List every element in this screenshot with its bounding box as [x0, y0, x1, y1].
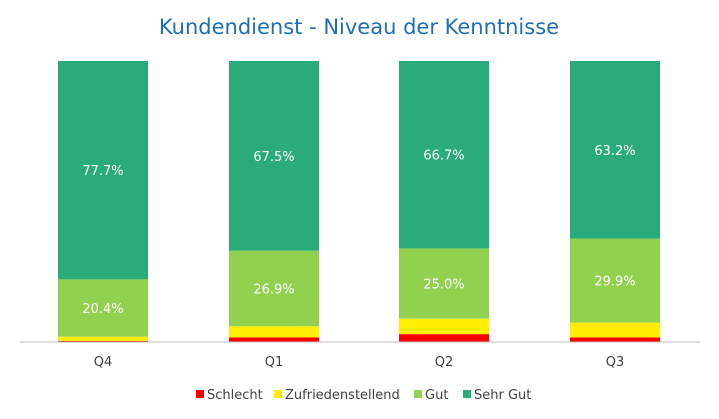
legend: Schlecht Zufriedenstellend Gut Sehr Gut: [196, 388, 531, 403]
legend-label: Sehr Gut: [474, 388, 531, 403]
bar-q2-gut: [399, 248, 489, 319]
bar-q4-sehr-gut: [58, 61, 148, 280]
legend-label: Schlecht: [207, 388, 263, 403]
data-label: 63.2%: [594, 144, 635, 159]
bars-group: 20.4% 77.7% 26.9% 67.5% 25.0% 66.7% 29.9% 63.2%: [58, 61, 660, 342]
legend-swatch: [463, 390, 471, 398]
x-tick-label: Q2: [435, 355, 454, 370]
x-tick-label: Q1: [265, 355, 284, 370]
data-label: 26.9%: [253, 282, 294, 297]
legend-label: Zufriedenstellend: [285, 388, 400, 403]
bar-q2-zufriedenstellend: [399, 318, 489, 335]
bar-q1-gut: [229, 250, 319, 327]
legend-swatch: [274, 390, 282, 398]
chart-title: Kundendienst - Niveau der Kenntnisse: [159, 15, 559, 39]
bar-q1-schlecht: [229, 337, 319, 342]
legend-swatch: [196, 390, 204, 398]
x-tick-labels: Q4 Q1 Q2 Q3: [94, 355, 625, 370]
bar-q3-zufriedenstellend: [570, 322, 660, 338]
bar-q2-schlecht: [399, 334, 489, 342]
bar-q4-schlecht: [58, 340, 148, 342]
legend-item: Schlecht: [196, 388, 263, 403]
legend-swatch: [414, 390, 422, 398]
bar-q1-sehr-gut: [229, 61, 319, 251]
bar-q4-zufriedenstellend: [58, 336, 148, 341]
bar-q4-gut: [58, 279, 148, 337]
data-label: 67.5%: [253, 150, 294, 165]
bar-q1-zufriedenstellend: [229, 326, 319, 338]
legend-item: Zufriedenstellend: [274, 388, 400, 403]
legend-label: Gut: [425, 388, 448, 403]
legend-item: Sehr Gut: [463, 388, 531, 403]
x-tick-label: Q4: [94, 355, 113, 370]
data-label: 20.4%: [82, 302, 123, 317]
bar-q3-sehr-gut: [570, 61, 660, 239]
bar-q2-sehr-gut: [399, 61, 489, 249]
bar-q3-gut: [570, 238, 660, 323]
data-label: 29.9%: [594, 275, 635, 290]
data-label: 25.0%: [423, 278, 464, 293]
x-tick-label: Q3: [606, 355, 625, 370]
legend-item: Gut: [414, 388, 448, 403]
data-label: 66.7%: [423, 149, 464, 164]
bar-q3-schlecht: [570, 337, 660, 342]
data-label: 77.7%: [82, 164, 123, 179]
